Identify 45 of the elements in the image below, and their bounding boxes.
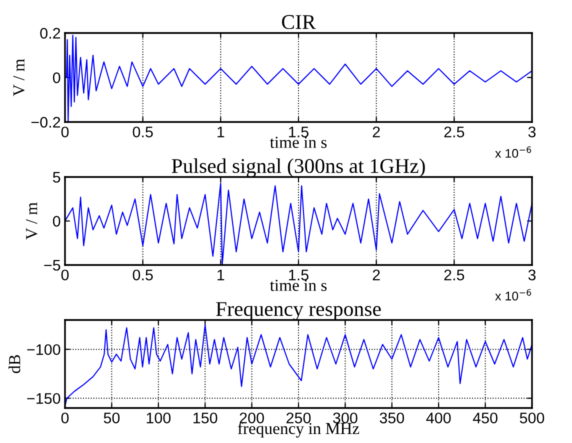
chart-title: Pulsed signal (300ns at 1GHz)	[172, 158, 425, 178]
y-tick-label: 5	[52, 172, 60, 183]
x-tick-label: 450	[472, 412, 498, 424]
x-tick-label: 2.5	[444, 270, 464, 280]
x-tick-label: 400	[426, 412, 451, 424]
x-tick-label: 0	[61, 270, 69, 280]
y-tick-label: −0.2	[31, 116, 60, 128]
y-tick-label: 0	[52, 216, 60, 227]
y-tick-label: 0.2	[40, 28, 60, 39]
x-tick-label: 2	[372, 270, 380, 280]
chart-title: Frequency response	[216, 302, 381, 320]
y-axis-title: V / m	[26, 202, 38, 240]
x-tick-label: 250	[286, 412, 311, 424]
x-tick-label: 150	[194, 412, 218, 424]
x-tick-label: 300	[333, 412, 358, 424]
x-tick-label: 2	[372, 126, 380, 138]
x-tick-label: 1.5	[289, 270, 308, 280]
x-tick-label: 350	[380, 412, 404, 424]
x-tick-label: 200	[240, 412, 264, 424]
x-tick-label: 500	[520, 412, 544, 424]
y-axis-title: dB	[8, 355, 20, 374]
x-tick-label: 0	[61, 412, 69, 424]
line-series	[65, 34, 532, 122]
x-tick-label: 0.5	[132, 126, 153, 138]
x-axis-title: time in s	[270, 280, 327, 291]
x-tick-label: 100	[146, 412, 171, 424]
x-tick-label: 3	[528, 126, 536, 138]
x-axis-title: time in s	[270, 136, 327, 148]
y-axis-title: V / m	[13, 58, 25, 96]
y-tick-label: −5	[44, 260, 60, 271]
y-tick-label: −100	[27, 344, 60, 356]
x-tick-label: 1.5	[289, 126, 308, 138]
y-tick-label: −150	[27, 393, 60, 404]
y-tick-label: 0	[52, 72, 60, 84]
x-tick-label: 50	[104, 412, 120, 424]
x-axis-title: frequency in MHz	[238, 422, 360, 438]
x-tick-label: 0	[61, 126, 69, 138]
x-tick-label: 1	[218, 270, 224, 280]
x-tick-label: 2.5	[444, 126, 464, 138]
text: x 10$^{−6}$	[495, 289, 532, 300]
text: x 10$^{−6}$	[495, 146, 532, 158]
x-tick-label: 3	[528, 270, 536, 280]
chart-title: CIR	[282, 15, 316, 30]
x-tick-label: 0.5	[132, 270, 153, 280]
x-tick-label: 1	[218, 126, 224, 138]
